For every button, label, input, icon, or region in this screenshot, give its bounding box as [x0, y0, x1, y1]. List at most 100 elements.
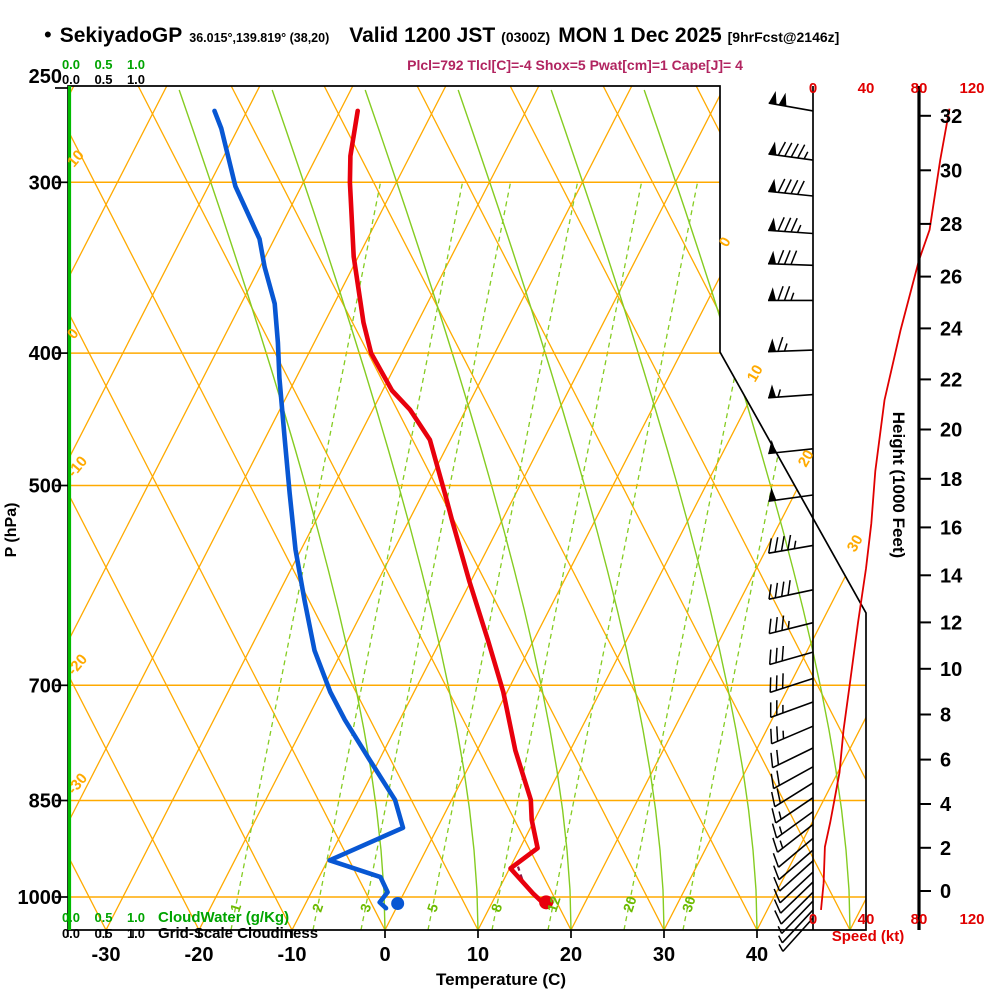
svg-text:300: 300	[29, 172, 62, 194]
svg-text:0: 0	[940, 881, 951, 903]
svg-text:30: 30	[679, 894, 699, 914]
svg-text:80: 80	[911, 80, 928, 97]
wind-speed-profile	[820, 108, 951, 910]
svg-text:6: 6	[940, 750, 951, 772]
svg-text:10: 10	[940, 659, 962, 681]
wind-barb	[770, 747, 814, 769]
svg-text:8: 8	[488, 901, 506, 914]
svg-text:32: 32	[940, 106, 962, 128]
svg-text:0.5: 0.5	[94, 926, 112, 941]
svg-text:1.0: 1.0	[127, 72, 145, 87]
temperature-curve	[347, 108, 545, 905]
svg-text:0.0: 0.0	[62, 910, 80, 925]
svg-text:-10: -10	[278, 944, 307, 966]
svg-text:12: 12	[544, 894, 564, 914]
svg-text:0: 0	[379, 944, 390, 966]
svg-text:80: 80	[911, 911, 928, 928]
svg-text:28: 28	[940, 214, 962, 236]
svg-text:20: 20	[560, 944, 582, 966]
wind-barb	[768, 384, 814, 399]
svg-text:16: 16	[940, 517, 962, 539]
station-coordinates: 36.015°,139.819° (38,20)	[189, 31, 330, 45]
svg-text:-20: -20	[185, 944, 214, 966]
wind-barb	[768, 487, 814, 502]
station-bullet-icon: •	[44, 22, 52, 47]
moist-adiabats	[178, 89, 851, 930]
wind-barb	[770, 766, 814, 790]
svg-text:Grid-Scale Cloudiness: Grid-Scale Cloudiness	[158, 925, 318, 942]
svg-text:0: 0	[716, 234, 735, 250]
svg-text:40: 40	[858, 80, 875, 97]
wind-barbs	[767, 90, 814, 952]
background-grid	[68, 86, 866, 930]
svg-text:0.0: 0.0	[62, 57, 80, 72]
wind-barb	[768, 286, 813, 302]
wind-barb	[768, 90, 814, 112]
svg-text:2: 2	[309, 901, 327, 914]
chart-title: • SekiyadoGP 36.015°,139.819° (38,20) Va…	[44, 24, 839, 48]
wind-barb	[767, 336, 814, 353]
wind-barb	[768, 645, 814, 666]
svg-text:0.0: 0.0	[62, 72, 80, 87]
svg-text:0.5: 0.5	[94, 910, 112, 925]
svg-text:0: 0	[809, 911, 817, 928]
svg-text:P (hPa): P (hPa)	[3, 503, 20, 558]
svg-text:120: 120	[959, 80, 984, 97]
surface-temp-dot	[539, 895, 554, 910]
svg-text:700: 700	[29, 675, 62, 697]
wind-barb	[777, 900, 814, 935]
svg-text:Speed (kt): Speed (kt)	[832, 928, 905, 945]
svg-text:CloudWater (g/Kg): CloudWater (g/Kg)	[158, 909, 289, 926]
wind-barb	[769, 673, 814, 694]
wind-barb	[767, 249, 814, 267]
svg-text:5: 5	[424, 901, 442, 914]
wind-barb	[768, 178, 814, 197]
speed-axis-labels: 0 0 40 40 80 80 120 120 Speed (kt)	[809, 80, 985, 945]
wind-barb	[768, 439, 814, 455]
svg-text:120: 120	[959, 911, 984, 928]
svg-text:Height (1000 Feet): Height (1000 Feet)	[889, 412, 908, 558]
temperature-axis: -30 -20 -10 0 10 20 30 40 Temperature (C)	[92, 930, 768, 989]
svg-text:40: 40	[858, 911, 875, 928]
svg-text:10: 10	[467, 944, 489, 966]
plot-frame	[67, 85, 867, 931]
wind-barb	[773, 881, 814, 914]
svg-text:400: 400	[29, 343, 62, 365]
sounding-parameters: Plcl=792 Tlcl[C]=-4 Shox=5 Pwat[cm]=1 Ca…	[407, 57, 743, 73]
wind-barb	[772, 837, 814, 868]
wind-barb	[771, 797, 814, 824]
svg-text:1000: 1000	[18, 887, 63, 909]
svg-text:1.0: 1.0	[127, 57, 145, 72]
cloudwater-scale: 0.00.00.50.51.01.0 CloudWater (g/Kg)	[62, 57, 289, 926]
wind-barb	[771, 810, 814, 839]
dewpoint-curve	[212, 108, 406, 911]
svg-text:850: 850	[29, 791, 62, 813]
wind-barb	[768, 216, 814, 235]
svg-text:20: 20	[940, 419, 962, 441]
wind-barb	[769, 700, 814, 719]
pressure-axis: 250 300 400 500 700 850 1000 P (hPa)	[3, 66, 68, 909]
svg-text:-30: -30	[92, 944, 121, 966]
svg-text:0.5: 0.5	[94, 57, 112, 72]
station-name: SekiyadoGP	[59, 24, 183, 47]
svg-text:12: 12	[940, 612, 962, 634]
svg-text:10: 10	[744, 362, 767, 385]
svg-text:22: 22	[940, 369, 962, 391]
wind-barb	[770, 782, 814, 808]
mixing-ratio-lines	[230, 180, 834, 930]
svg-text:30: 30	[653, 944, 675, 966]
forecast-hour: [9hrFcst@2146z]	[727, 29, 840, 45]
wind-barb	[778, 909, 814, 944]
wind-barb	[772, 823, 814, 853]
wind-barb	[768, 580, 814, 600]
svg-text:8: 8	[940, 705, 951, 727]
svg-text:24: 24	[940, 318, 963, 340]
valid-time: Valid 1200 JST	[349, 24, 496, 47]
cloudiness-scale: 0.0 0.0 0.50.5 1.0 1.0 Grid-Scale Cloudiness	[62, 72, 318, 942]
svg-text:20: 20	[620, 894, 640, 914]
wind-barb	[773, 871, 814, 904]
svg-text:1.0: 1.0	[127, 910, 145, 925]
